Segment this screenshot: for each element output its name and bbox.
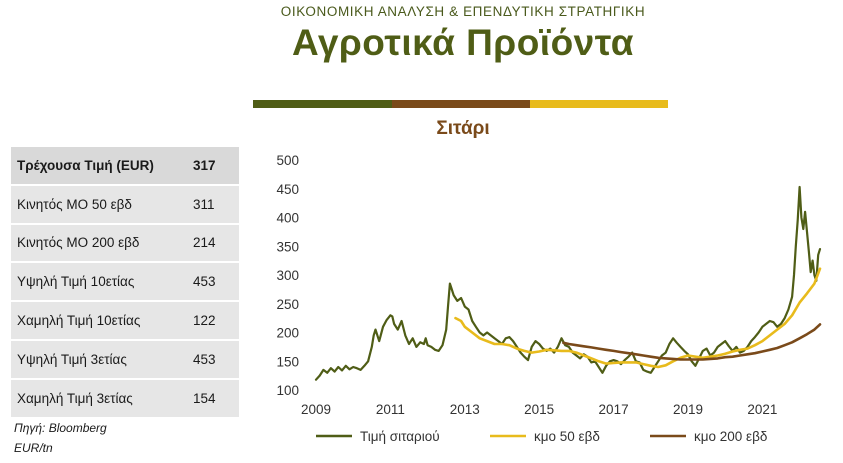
x-tick-label: 2021 bbox=[747, 402, 777, 417]
wheat-price-chart: 100 150 200 250 300 350 400 450 500 2009 2011 2013… bbox=[276, 153, 822, 444]
x-tick-label: 2017 bbox=[599, 402, 629, 417]
y-tick-label: 400 bbox=[276, 211, 299, 226]
x-tick-label: 2013 bbox=[450, 402, 480, 417]
stats-label: Κινητός ΜΟ 200 εβδ bbox=[11, 223, 189, 264]
legend-label: κμο 200 εβδ bbox=[694, 429, 767, 444]
x-axis: 2009 2011 2013 2015 2017 2019 2021 bbox=[301, 402, 777, 417]
stats-row: Τρέχουσα Τιμή (EUR) 317 bbox=[11, 147, 239, 186]
legend: Τιμή σιταριού κμο 50 εβδ κμο 200 εβδ bbox=[316, 429, 767, 444]
stats-label: Υψηλή Τιμή 3ετίας bbox=[11, 339, 189, 380]
series-lines bbox=[314, 185, 822, 381]
stats-value: 214 bbox=[189, 223, 239, 264]
x-tick-label: 2009 bbox=[301, 402, 331, 417]
stats-value: 453 bbox=[189, 262, 239, 303]
y-tick-label: 200 bbox=[276, 326, 299, 341]
y-tick-label: 350 bbox=[276, 239, 299, 254]
stats-table-body: Τρέχουσα Τιμή (EUR) 317 Κινητός ΜΟ 50 εβ… bbox=[11, 147, 239, 419]
stats-value: 154 bbox=[189, 378, 239, 419]
stats-row: Κινητός ΜΟ 200 εβδ 214 bbox=[11, 223, 239, 264]
stats-value: 311 bbox=[189, 184, 239, 225]
title-rule-segment-1 bbox=[253, 100, 392, 108]
stats-row: Κινητός ΜΟ 50 εβδ 311 bbox=[11, 184, 239, 225]
page-title: Αγροτικά Προϊόντα bbox=[291, 22, 634, 63]
x-tick-label: 2019 bbox=[673, 402, 703, 417]
stats-label: Χαμηλή Τιμή 3ετίας bbox=[11, 378, 189, 419]
y-tick-label: 250 bbox=[276, 297, 299, 312]
legend-label: Τιμή σιταριού bbox=[360, 429, 440, 444]
stats-value: 453 bbox=[189, 339, 239, 380]
legend-label: κμο 50 εβδ bbox=[534, 429, 600, 444]
y-tick-label: 300 bbox=[276, 268, 299, 283]
series-line bbox=[562, 323, 822, 361]
stats-row: Χαμηλή Τιμή 10ετίας 122 bbox=[11, 301, 239, 341]
x-tick-label: 2015 bbox=[524, 402, 554, 417]
chart-title: Σιτάρι bbox=[436, 118, 490, 139]
stats-value: 122 bbox=[189, 301, 239, 341]
y-tick-label: 450 bbox=[276, 182, 299, 197]
y-axis: 100 150 200 250 300 350 400 450 500 bbox=[276, 153, 299, 398]
stats-label: Χαμηλή Τιμή 10ετίας bbox=[11, 301, 189, 341]
source-note: Πηγή: Bloomberg bbox=[14, 421, 107, 435]
stats-row: Χαμηλή Τιμή 3ετίας 154 bbox=[11, 378, 239, 419]
unit-note: EUR/tn bbox=[14, 441, 53, 455]
y-tick-label: 500 bbox=[276, 153, 299, 168]
stats-label: Τρέχουσα Τιμή (EUR) bbox=[11, 147, 189, 186]
series-line bbox=[454, 267, 822, 369]
stats-label: Κινητός ΜΟ 50 εβδ bbox=[11, 184, 189, 225]
y-tick-label: 100 bbox=[276, 383, 299, 398]
stats-value: 317 bbox=[189, 147, 239, 186]
title-rule-segment-2 bbox=[392, 100, 530, 108]
header-kicker: ΟΙΚΟΝΟΜΙΚΗ ΑΝΑΛΥΣΗ & ΕΠΕΝΔΥΤΙΚΗ ΣΤΡΑΤΗΓΙ… bbox=[280, 4, 646, 19]
x-tick-label: 2011 bbox=[376, 402, 405, 417]
stats-row: Υψηλή Τιμή 10ετίας 453 bbox=[11, 262, 239, 303]
stats-label: Υψηλή Τιμή 10ετίας bbox=[11, 262, 189, 303]
title-rule-segment-3 bbox=[530, 100, 668, 108]
stats-table: Τρέχουσα Τιμή (EUR) 317 Κινητός ΜΟ 50 εβ… bbox=[11, 147, 239, 419]
stats-row: Υψηλή Τιμή 3ετίας 453 bbox=[11, 339, 239, 380]
y-tick-label: 150 bbox=[276, 354, 299, 369]
